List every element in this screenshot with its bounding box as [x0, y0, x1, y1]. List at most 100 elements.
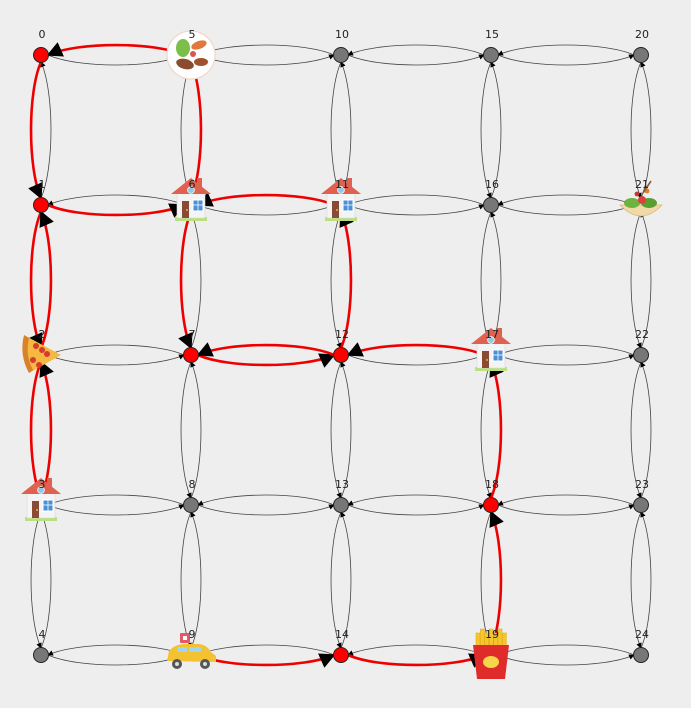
- edge-13-18: [347, 504, 485, 516]
- edge-10-15: [347, 54, 485, 66]
- node-13: [333, 497, 349, 513]
- route-edge-11-6: [196, 192, 335, 207]
- edge-19-14: [347, 644, 485, 656]
- edge-16-11: [347, 194, 485, 206]
- edge-24-23: [640, 511, 652, 649]
- route-edge-5-0: [46, 42, 185, 57]
- node-label-12: 12: [335, 328, 349, 341]
- edge-16-15: [490, 61, 502, 199]
- node-label-2: 2: [39, 328, 46, 341]
- node-label-10: 10: [335, 28, 349, 41]
- edge-22-21: [640, 211, 652, 349]
- node-label-5: 5: [189, 28, 196, 41]
- edge-4-9: [47, 654, 185, 666]
- house-icon: [171, 178, 211, 221]
- route-edge-17-12: [346, 342, 485, 357]
- node-8: [183, 497, 199, 513]
- node-label-15: 15: [485, 28, 499, 41]
- node-22: [633, 347, 649, 363]
- edge-13-12: [340, 361, 352, 499]
- edge-13-8: [197, 494, 335, 506]
- node-18: [483, 497, 499, 513]
- node-label-3: 3: [39, 478, 46, 491]
- route-edge-14-19: [347, 653, 486, 668]
- edge-22-17: [497, 344, 635, 356]
- edge-21-20: [640, 61, 652, 199]
- edge-6-11: [197, 204, 335, 216]
- edge-7-6: [190, 211, 202, 349]
- node-label-14: 14: [335, 628, 349, 641]
- edge-12-17: [347, 354, 485, 366]
- edge-4-3: [40, 511, 52, 649]
- house-icon: [321, 178, 361, 221]
- route-edge-1-2: [28, 211, 43, 350]
- edge-15-16: [480, 61, 492, 199]
- route-edge-2-1: [39, 210, 54, 349]
- house-icon: [21, 478, 61, 521]
- node-24: [633, 647, 649, 663]
- edge-17-18: [480, 361, 492, 499]
- edge-15-10: [347, 44, 485, 56]
- edge-8-13: [197, 504, 335, 516]
- fries-icon: [473, 628, 509, 679]
- edge-7-2: [47, 344, 185, 356]
- edge-14-13: [340, 511, 352, 649]
- node-label-0: 0: [39, 28, 46, 41]
- node-label-16: 16: [485, 178, 499, 191]
- node-label-21: 21: [635, 178, 649, 191]
- node-23: [633, 497, 649, 513]
- node-label-20: 20: [635, 28, 649, 41]
- edge-17-22: [497, 354, 635, 366]
- edge-20-21: [630, 61, 642, 199]
- edge-19-24: [497, 654, 635, 666]
- edge-9-4: [47, 644, 185, 656]
- route-edge-9-14: [197, 653, 336, 668]
- node-12: [333, 347, 349, 363]
- edge-16-21: [497, 204, 635, 216]
- node-4: [33, 647, 49, 663]
- node-label-11: 11: [335, 178, 349, 191]
- edge-24-19: [497, 644, 635, 656]
- edge-20-15: [497, 44, 635, 56]
- node-label-7: 7: [189, 328, 196, 341]
- edge-9-8: [190, 511, 202, 649]
- node-15: [483, 47, 499, 63]
- node-label-24: 24: [635, 628, 649, 641]
- node-label-23: 23: [635, 478, 649, 491]
- edge-1-0: [40, 61, 52, 199]
- route-layer: [28, 42, 504, 668]
- node-label-13: 13: [335, 478, 349, 491]
- pizza-icon: [22, 335, 61, 373]
- edge-23-22: [640, 361, 652, 499]
- node-label-1: 1: [39, 178, 46, 191]
- edge-8-7: [190, 361, 202, 499]
- node-14: [333, 647, 349, 663]
- node-label-17: 17: [485, 328, 499, 341]
- node-label-6: 6: [189, 178, 196, 191]
- edge-18-13: [347, 494, 485, 506]
- nodes-layer: [33, 47, 649, 663]
- edge-21-22: [630, 211, 642, 349]
- edge-13-14: [330, 511, 342, 649]
- route-edge-12-11: [339, 210, 354, 349]
- node-1: [33, 197, 49, 213]
- edge-15-20: [497, 54, 635, 66]
- route-edge-12-7: [196, 342, 335, 357]
- edge-3-4: [30, 511, 42, 649]
- edge-23-24: [630, 511, 642, 649]
- house-icon: [471, 328, 511, 371]
- node-label-9: 9: [189, 628, 196, 641]
- edge-7-8: [180, 361, 192, 499]
- edge-23-18: [497, 494, 635, 506]
- icons-layer: [21, 30, 663, 679]
- salad-icon: [619, 180, 663, 217]
- route-edge-0-1: [28, 61, 43, 200]
- edge-18-23: [497, 504, 635, 516]
- edge-12-13: [330, 361, 342, 499]
- route-edge-1-6: [47, 203, 186, 218]
- node-7: [183, 347, 199, 363]
- route-edge-18-17: [489, 360, 504, 499]
- node-label-22: 22: [635, 328, 649, 341]
